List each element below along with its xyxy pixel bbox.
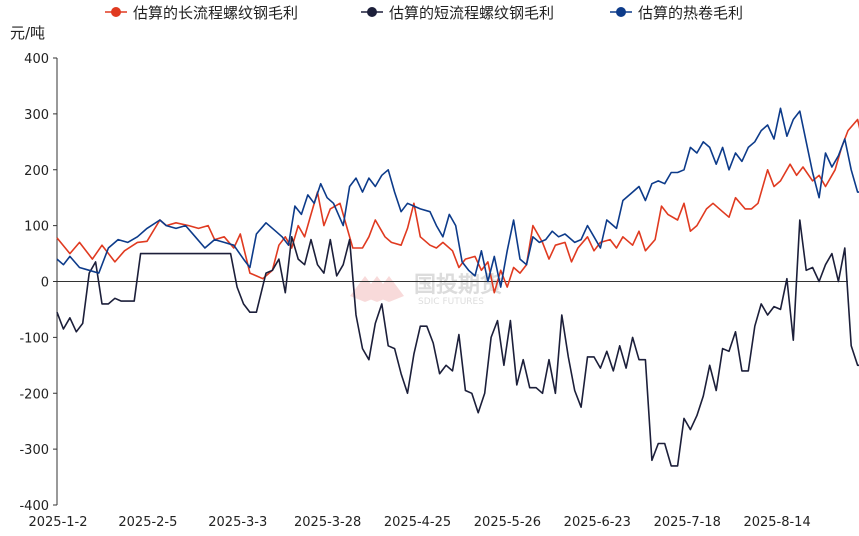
y-tick-label: 300: [24, 108, 49, 123]
x-tick-label: 2025-5-26: [474, 515, 541, 530]
legend-marker: [367, 7, 377, 17]
x-tick-label: 2025-2-5: [118, 515, 177, 530]
x-tick-label: 2025-8-14: [743, 515, 810, 530]
y-tick-label: -400: [19, 499, 49, 514]
legend-marker: [111, 7, 121, 17]
legend-label: 估算的长流程螺纹钢毛利: [133, 4, 298, 22]
axes: -400 -300 -200 -100 0 100 200 300 400 2025-1-2 202…: [19, 52, 848, 530]
y-axis-label: 元/吨: [10, 24, 45, 42]
chart-legend: 估算的长流程螺纹钢毛利 估算的短流程螺纹钢毛利 估算的热卷毛利: [105, 4, 743, 22]
y-tick-label: 400: [24, 52, 49, 67]
x-tick-label: 2025-4-25: [384, 515, 451, 530]
legend-label: 估算的热卷毛利: [638, 4, 743, 22]
series-layer: [56, 107, 859, 467]
series-line-2: [56, 219, 859, 467]
legend-label: 估算的短流程螺纹钢毛利: [389, 4, 554, 22]
x-tick-label: 2025-6-23: [564, 515, 631, 530]
y-tick-label: 0: [41, 276, 49, 291]
y-tick-label: -100: [19, 331, 49, 346]
watermark: 国投期货 SDIC FUTURES: [350, 272, 502, 307]
x-tick-label: 2025-3-3: [208, 515, 267, 530]
y-tick-label: -200: [19, 387, 49, 402]
x-tick-label: 2025-1-2: [28, 515, 87, 530]
legend-marker: [616, 7, 626, 17]
y-tick-label: 100: [24, 220, 49, 235]
series-line-1: [56, 118, 859, 294]
series-line-3: [56, 107, 859, 288]
x-tick-label: 2025-3-28: [294, 515, 361, 530]
watermark-logo-icon: [350, 276, 404, 302]
watermark-subtext: SDIC FUTURES: [418, 297, 484, 307]
y-tick-label: 200: [24, 164, 49, 179]
y-tick-label: -300: [19, 443, 49, 458]
x-tick-label: 2025-7-18: [654, 515, 721, 530]
